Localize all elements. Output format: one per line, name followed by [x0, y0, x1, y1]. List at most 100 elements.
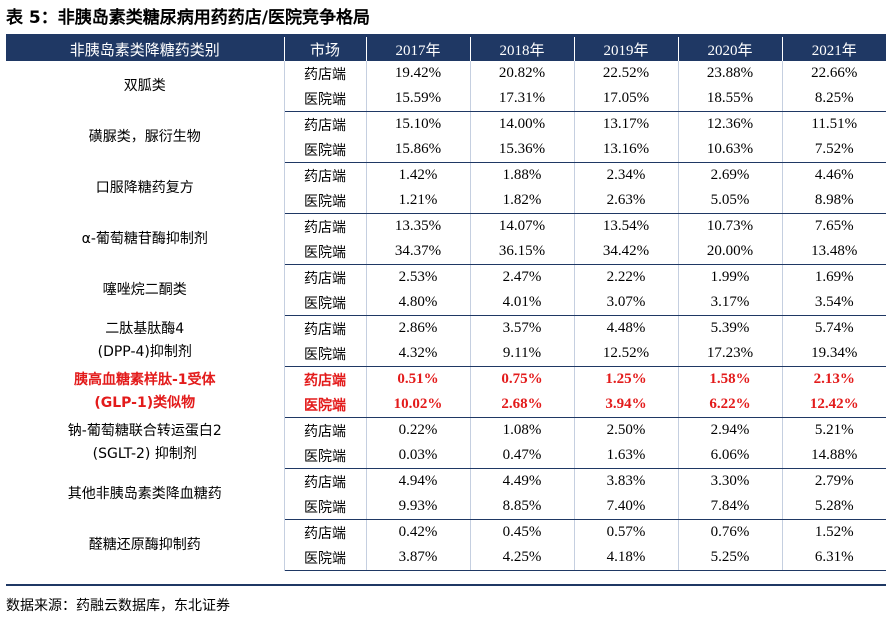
value-cell: 3.87% — [366, 545, 471, 571]
value-cell: 18.55% — [678, 86, 783, 112]
source-note: 数据来源：药融云数据库，东北证券 — [6, 598, 230, 614]
table-row: 钠-葡萄糖联合转运蛋白2 (SGLT-2) 抑制剂 药店端 0.22% 1.08% 2.5… — [6, 417, 886, 469]
category-cell: 其他非胰岛素类降血糖药 — [6, 468, 285, 520]
value-cell: 0.75% — [470, 366, 575, 392]
value-cell: 3.07% — [574, 290, 679, 316]
market-cell: 药店端 — [284, 162, 367, 188]
value-cell: 7.40% — [574, 494, 679, 520]
value-cell: 3.17% — [678, 290, 783, 316]
category-label-line: (SGLT-2) 抑制剂 — [92, 446, 197, 462]
value-cell: 34.42% — [574, 239, 679, 265]
value-cell: 4.32% — [366, 341, 471, 367]
category-cell: 磺脲类，脲衍生物 — [6, 111, 285, 163]
value-cell: 13.35% — [366, 213, 471, 239]
value-cell: 12.36% — [678, 111, 783, 137]
market-share-table: 非胰岛素类降糖药类别 市场 2017年 2018年 2019年 2020年 20… — [6, 37, 886, 571]
value-cell: 3.94% — [574, 392, 679, 418]
value-cell: 2.69% — [678, 162, 783, 188]
value-cell: 2.63% — [574, 188, 679, 214]
value-cell: 17.31% — [470, 86, 575, 112]
value-cell: 12.42% — [782, 392, 886, 418]
value-cell: 1.63% — [574, 443, 679, 469]
value-cell: 2.94% — [678, 417, 783, 443]
category-label-line: α-葡萄糖苷酶抑制剂 — [81, 230, 208, 247]
value-cell: 22.52% — [574, 61, 679, 86]
value-cell: 2.68% — [470, 392, 575, 418]
table-row: 噻唑烷二酮类 药店端 2.53% 2.47% 2.22% 1.99% 1.69% — [6, 264, 886, 316]
value-cell: 6.31% — [782, 545, 886, 571]
table-row: 医院端 15.86% 15.36% 13.16% 10.63% 7.52% — [6, 137, 886, 163]
value-cell: 13.48% — [782, 239, 886, 265]
value-cell: 1.82% — [470, 188, 575, 214]
category-label-line: 醛糖还原酶抑制药 — [88, 536, 201, 553]
value-cell: 7.52% — [782, 137, 886, 163]
table-header-row: 非胰岛素类降糖药类别 市场 2017年 2018年 2019年 2020年 20… — [6, 37, 886, 61]
table-row: 双胍类 药店端 19.42% 20.82% 22.52% 23.88% 22.66% — [6, 61, 886, 112]
header-market: 市场 — [284, 37, 367, 61]
market-cell: 医院端 — [284, 494, 367, 520]
value-cell: 20.82% — [470, 61, 575, 86]
table-row: 医院端 0.03% 0.47% 1.63% 6.06% 14.88% — [6, 443, 886, 469]
category-cell: 钠-葡萄糖联合转运蛋白2 (SGLT-2) 抑制剂 — [6, 417, 285, 469]
value-cell: 8.25% — [782, 86, 886, 112]
value-cell: 2.50% — [574, 417, 679, 443]
market-cell: 药店端 — [284, 366, 367, 392]
table-row: 其他非胰岛素类降血糖药 药店端 4.94% 4.49% 3.83% 3.30% 2.79% — [6, 468, 886, 520]
table-row: 二肽基肽酶4 (DPP-4)抑制剂 药店端 2.86% 3.57% 4.48% 5.39% 5… — [6, 315, 886, 367]
value-cell: 17.23% — [678, 341, 783, 367]
value-cell: 20.00% — [678, 239, 783, 265]
value-cell: 17.05% — [574, 86, 679, 112]
value-cell: 4.46% — [814, 167, 854, 183]
value-cell: 0.47% — [470, 443, 575, 469]
value-cell: 15.36% — [470, 137, 575, 163]
value-cell: 10.63% — [678, 137, 783, 163]
category-cell: α-葡萄糖苷酶抑制剂 — [6, 213, 285, 265]
market-cell: 医院端 — [284, 290, 367, 316]
category-label-line: 双胍类 — [123, 77, 166, 94]
value-cell: 1.99% — [678, 264, 783, 290]
market-cell: 药店端 — [284, 264, 367, 290]
value-cell: 0.22% — [366, 417, 471, 443]
market-cell: 医院端 — [284, 137, 367, 163]
header-2017: 2017年 — [366, 37, 471, 61]
category-label-line: 二肽基肽酶4 — [105, 321, 185, 337]
table-row: 医院端 4.80% 4.01% 3.07% 3.17% 3.54% — [6, 290, 886, 316]
category-cell: 噻唑烷二酮类 — [6, 264, 285, 316]
market-cell: 药店端 — [284, 111, 367, 137]
table-row: 磺脲类，脲衍生物 药店端 15.10% 14.00% 13.17% 12.36% 11.51… — [6, 111, 886, 163]
value-cell: 8.98% — [782, 188, 886, 214]
value-cell: 2.34% — [574, 162, 679, 188]
table-row: 医院端 10.02% 2.68% 3.94% 6.22% 12.42% — [6, 392, 886, 418]
table-row: 医院端 1.21% 1.82% 2.63% 5.05% 8.98% — [6, 188, 886, 214]
header-2019: 2019年 — [574, 37, 679, 61]
value-cell: 4.94% — [366, 468, 471, 494]
market-cell: 医院端 — [284, 545, 367, 571]
value-cell: 6.22% — [678, 392, 783, 418]
market-cell: 医院端 — [284, 188, 367, 214]
value-cell: 10.73% — [678, 213, 783, 239]
category-label-line: 磺脲类，脲衍生物 — [88, 128, 201, 145]
table-row: 医院端 9.93% 8.85% 7.40% 7.84% 5.28% — [6, 494, 886, 520]
value-cell: 13.17% — [574, 111, 679, 137]
value-cell: 15.10% — [366, 111, 471, 137]
value-cell: 6.06% — [678, 443, 783, 469]
value-cell: 1.52% — [814, 524, 854, 540]
value-cell: 34.37% — [366, 239, 471, 265]
market-cell: 医院端 — [284, 86, 367, 112]
title-rule — [6, 34, 886, 37]
header-2021: 2021年 — [782, 37, 886, 61]
table-row: 医院端 34.37% 36.15% 34.42% 20.00% 13.48% — [6, 239, 886, 265]
value-cell: 0.51% — [366, 366, 471, 392]
table-row: 口服降糖药复方 药店端 1.42% 1.88% 2.34% 2.69% 4.46% — [6, 162, 886, 214]
value-cell: 4.25% — [470, 545, 575, 571]
header-2020: 2020年 — [678, 37, 783, 61]
value-cell: 9.93% — [366, 494, 471, 520]
value-cell: 2.47% — [470, 264, 575, 290]
header-2018: 2018年 — [470, 37, 575, 61]
category-cell: 醛糖还原酶抑制药 — [6, 519, 285, 571]
value-cell: 9.11% — [470, 341, 575, 367]
table-row: 医院端 15.59% 17.31% 17.05% 18.55% 8.25% — [6, 86, 886, 112]
value-cell: 2.79% — [814, 473, 854, 489]
table-row: 胰高血糖素样肽-1受体 (GLP-1)类似物 药店端 0.51% 0.75% 1.25% 1… — [6, 366, 886, 418]
category-label-line: (GLP-1)类似物 — [94, 395, 196, 411]
